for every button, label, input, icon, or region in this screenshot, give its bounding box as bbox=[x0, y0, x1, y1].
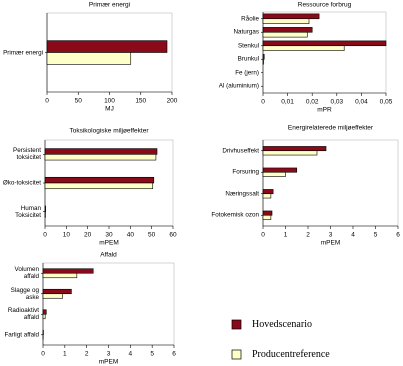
x-tick-label: 0 bbox=[43, 232, 47, 239]
bar bbox=[262, 27, 313, 33]
chart-title: Toksikologiske miljøeffekter bbox=[70, 128, 150, 135]
category-label: Persistent toksicitet bbox=[13, 147, 41, 162]
x-tick-label: 1 bbox=[63, 351, 67, 358]
category-label: Forsuring bbox=[232, 168, 259, 176]
category-label: Radioaktivt affald bbox=[7, 307, 39, 322]
bar bbox=[262, 167, 298, 173]
chart-title: Affald bbox=[100, 252, 117, 259]
x-tick-label: 30 bbox=[105, 232, 113, 239]
bar bbox=[44, 176, 155, 184]
x-axis-title: MJ bbox=[105, 106, 114, 113]
chart-title: Energirelaterede miljøeffekter bbox=[288, 125, 374, 132]
bar bbox=[262, 214, 272, 220]
x-tick-label: 200 bbox=[167, 98, 178, 105]
x-tick-label: 6 bbox=[172, 351, 176, 358]
x-tick-label: 50 bbox=[75, 98, 83, 105]
x-tick-label: 20 bbox=[84, 232, 92, 239]
category-label: Slagge og aske bbox=[10, 286, 39, 301]
category-label: Råolie bbox=[241, 15, 259, 23]
x-tick-label: 0,04 bbox=[355, 99, 368, 106]
bar bbox=[262, 150, 318, 156]
category-label: Al (aluminium) bbox=[218, 82, 259, 90]
chart-title: Primær energi bbox=[89, 2, 130, 9]
x-tick-label: 60 bbox=[169, 232, 177, 239]
bar bbox=[44, 182, 154, 190]
bar bbox=[262, 189, 274, 195]
x-tick-label: 2 bbox=[85, 351, 89, 358]
x-tick-label: 4 bbox=[129, 351, 133, 358]
bar bbox=[42, 309, 47, 315]
legend-label: Producentreference bbox=[252, 349, 330, 360]
bar bbox=[42, 268, 94, 274]
bar bbox=[42, 293, 63, 299]
bar bbox=[262, 31, 308, 38]
plot-area bbox=[262, 11, 387, 94]
category-label: Fe (jern) bbox=[235, 69, 259, 77]
x-tick-label: 4 bbox=[351, 232, 355, 239]
category-label: Primær energi bbox=[3, 49, 43, 56]
x-tick-label: 10 bbox=[63, 232, 71, 239]
chart-title: Ressource forbrug bbox=[298, 2, 352, 9]
bar bbox=[262, 58, 265, 65]
x-tick-label: 50 bbox=[148, 232, 156, 239]
category-label: Naturgas bbox=[233, 28, 259, 36]
x-tick-label: 3 bbox=[107, 351, 111, 358]
legend-swatch bbox=[231, 319, 242, 330]
x-tick-label: 0 bbox=[45, 98, 49, 105]
legend-label: Hovedscenario bbox=[252, 319, 312, 330]
bar bbox=[42, 313, 46, 320]
bar bbox=[262, 210, 273, 216]
category-label: Drivhuseffekt bbox=[222, 147, 259, 155]
bar bbox=[262, 171, 286, 177]
x-axis-title: mPEM bbox=[99, 240, 119, 247]
x-tick-label: 0,02 bbox=[306, 99, 319, 106]
x-tick-label: 0,03 bbox=[330, 99, 343, 106]
legend-swatch bbox=[231, 349, 242, 360]
x-axis-title: mPEM bbox=[99, 359, 119, 366]
category-label: Stenkul bbox=[237, 42, 259, 50]
x-tick-label: 3 bbox=[329, 232, 333, 239]
x-tick-label: 5 bbox=[150, 351, 154, 358]
category-label: Fotokemisk ozon bbox=[211, 211, 259, 219]
category-label: Farligt affald bbox=[4, 331, 39, 339]
category-label: Volumen affald bbox=[14, 266, 39, 281]
bar bbox=[262, 54, 265, 60]
bar bbox=[262, 13, 320, 20]
x-tick-label: 40 bbox=[127, 232, 135, 239]
x-tick-label: 0,05 bbox=[380, 99, 393, 106]
bar bbox=[262, 193, 272, 199]
bar bbox=[44, 154, 157, 161]
x-axis-title: mPR bbox=[317, 107, 332, 114]
bar bbox=[44, 148, 158, 155]
x-tick-label: 100 bbox=[104, 98, 115, 105]
bar bbox=[42, 288, 72, 295]
x-tick-label: 0 bbox=[261, 99, 265, 106]
x-tick-label: 5 bbox=[374, 232, 378, 239]
category-label: Næringssalt bbox=[225, 190, 259, 198]
x-tick-label: 0 bbox=[261, 232, 265, 239]
bar bbox=[46, 40, 168, 53]
bar bbox=[262, 18, 310, 24]
bar bbox=[262, 146, 327, 152]
category-label: Øko-toksicitet bbox=[2, 179, 41, 187]
x-tick-label: 150 bbox=[135, 98, 146, 105]
category-label: Human Toksicitet bbox=[15, 204, 41, 219]
bar bbox=[262, 45, 345, 51]
bar bbox=[262, 40, 387, 47]
bar bbox=[44, 205, 46, 212]
bar bbox=[42, 272, 78, 279]
x-tick-label: 6 bbox=[396, 232, 400, 239]
x-tick-label: 1 bbox=[284, 232, 288, 239]
category-label: Brunkul bbox=[237, 55, 259, 63]
bar bbox=[46, 52, 132, 65]
x-tick-label: 2 bbox=[306, 232, 310, 239]
x-axis-title: mPEM bbox=[321, 240, 341, 247]
x-tick-label: 0 bbox=[41, 351, 45, 358]
x-tick-label: 0,01 bbox=[281, 99, 294, 106]
